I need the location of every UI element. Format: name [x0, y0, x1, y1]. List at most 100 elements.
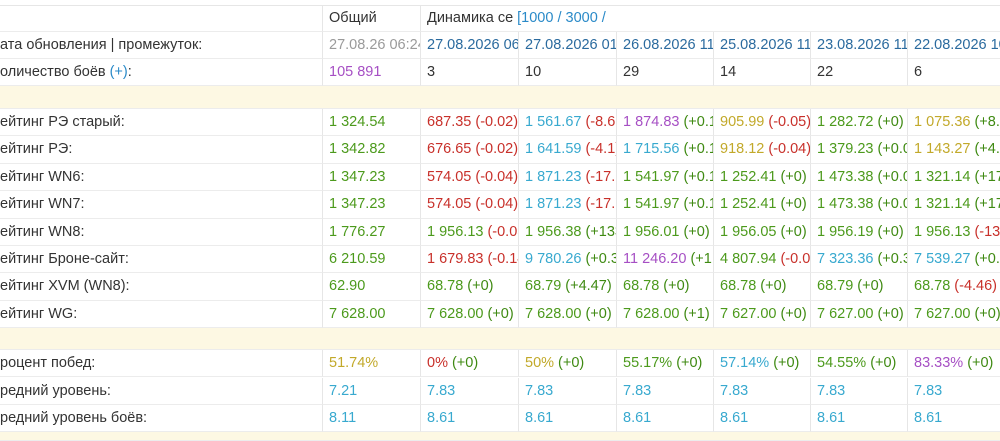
value-cell: 1 956.05 (+0): [713, 218, 810, 246]
value-cell: 7 323.36(+0.3: [810, 246, 907, 274]
value-cell: 68.78 (+0): [713, 273, 810, 301]
delta: (+4.1: [974, 141, 1000, 158]
value: 0%: [427, 355, 448, 372]
delta: (+0): [487, 305, 514, 322]
value: 1 075.36: [914, 114, 971, 130]
value: 1 541.97: [623, 168, 680, 185]
header-total: Общий: [322, 5, 420, 32]
value: 22: [817, 64, 834, 80]
delta: (+0): [857, 278, 884, 295]
row-label: ейтинг WG:: [0, 301, 322, 329]
delta: (+0.: [974, 251, 1000, 267]
value: 8.61: [427, 409, 456, 426]
delta: (+0): [451, 355, 479, 372]
value-cell: 1 956.13(-0.05: [420, 218, 518, 246]
delta: (+0.3: [585, 251, 616, 267]
value: 3: [427, 64, 436, 80]
delta: (+0): [870, 355, 897, 372]
delta: (+0): [558, 355, 585, 372]
value: 6: [914, 64, 923, 80]
row-label: ейтинг РЭ старый:: [0, 109, 322, 137]
value: 1 342.82: [329, 141, 386, 158]
delta: (+0): [773, 355, 800, 372]
delta: (+0): [780, 305, 807, 322]
value: 68.79: [525, 278, 562, 295]
value-cell: 676.65 (-0.02): [420, 136, 518, 164]
value: 9 780.26: [525, 251, 582, 267]
value-cell: 14: [713, 59, 810, 86]
value: 1 321.14: [914, 168, 971, 185]
value: 29: [623, 64, 640, 80]
value: 26.08.2026 11:5: [623, 37, 713, 53]
delta: (-4.46): [954, 278, 998, 295]
value-cell: 8.61: [907, 404, 1000, 433]
value: 27.08.2026 01:0: [525, 37, 616, 53]
delta: (-0.02): [475, 141, 518, 158]
value: 8.11: [329, 409, 357, 426]
delta: (-8.61: [585, 114, 616, 130]
value: 68.78: [720, 278, 757, 295]
value-cell: 68.79 (+4.47): [518, 273, 616, 301]
value-cell: 1 541.97(+0.1: [616, 191, 713, 219]
add-link[interactable]: (+): [109, 64, 128, 80]
value: 105 891: [329, 64, 382, 80]
value-cell: 1 473.38(+0.0: [810, 163, 907, 192]
delta: (-0.02): [475, 114, 518, 130]
label-text: ейтинг WN6:: [0, 168, 85, 185]
value-cell: 1 641.59(-4.1): [518, 136, 616, 164]
value-cell: 62.90: [322, 273, 420, 301]
value-cell: 1 541.97(+0.1: [616, 163, 713, 192]
value-cell: 1 282.72 (+0): [810, 109, 907, 137]
value-cell: 1 874.83(+0.1: [616, 109, 713, 137]
value-cell: 6 210.59: [322, 246, 420, 274]
value: 8.61: [817, 409, 846, 426]
value: 7.83: [525, 382, 554, 399]
value-cell: 27.08.26 06:24: [322, 32, 420, 59]
value-cell: 8.61: [518, 404, 616, 433]
value: 57.14%: [720, 355, 770, 372]
value-cell: 7 539.27 (+0.: [907, 246, 1000, 274]
row-label: редний уровень:: [0, 378, 322, 405]
value-cell: 8.61: [810, 404, 907, 433]
value: 11 246.20: [623, 251, 687, 267]
range-link[interactable]: [1000 / 3000 /: [517, 10, 606, 26]
value-cell: 25.08.2026 11:5: [713, 32, 810, 59]
value: 1 321.14: [914, 196, 971, 213]
label-text: ейтинг XVM (WN8):: [0, 278, 130, 295]
value: 1 252.41: [720, 196, 777, 213]
value-cell: 7 628.00 (+0): [518, 300, 616, 329]
dynamics-title: Динамика се: [427, 10, 514, 26]
delta: (+1.: [690, 251, 713, 267]
value: 68.79: [817, 278, 854, 295]
header-dynamics: Динамика се [1000 / 3000 /: [420, 5, 1000, 32]
delta: (-0.04): [768, 141, 810, 158]
value: 7.83: [720, 382, 749, 399]
delta: (+0.1: [683, 114, 713, 130]
separator-row: [0, 432, 1000, 441]
value: 7 627.00: [914, 305, 971, 322]
value: 68.78: [623, 278, 660, 295]
row-label: роцент побед:: [0, 350, 322, 378]
value-cell: 23.08.2026 11:1: [810, 32, 907, 59]
value-cell: 68.78 (-4.46): [907, 273, 1000, 301]
value: 14: [720, 64, 737, 80]
value-cell: 22: [810, 59, 907, 86]
delta: (+0): [967, 355, 994, 372]
value: 22.08.2026 10:1: [914, 37, 1000, 53]
value-cell: 8.61: [420, 404, 518, 433]
delta: (+0.3: [877, 251, 907, 267]
value: 50%: [525, 355, 555, 372]
delta: (-17.7: [585, 168, 616, 185]
value-cell: 1 561.67(-8.61: [518, 109, 616, 137]
value-cell: 7.83: [810, 377, 907, 405]
delta: (+0.0: [877, 168, 907, 185]
value-cell: 7.83: [420, 377, 518, 405]
value-cell: 8.11: [322, 404, 420, 433]
delta: (+0.0: [877, 196, 907, 213]
value: 1 379.23: [817, 141, 874, 158]
value-cell: 29: [616, 59, 713, 86]
value-cell: 1 871.23(-17.7: [518, 191, 616, 219]
value-cell: 7 628.00 (+0): [420, 300, 518, 329]
delta: (+17.: [974, 168, 1000, 185]
value: 1 871.23: [525, 196, 582, 213]
